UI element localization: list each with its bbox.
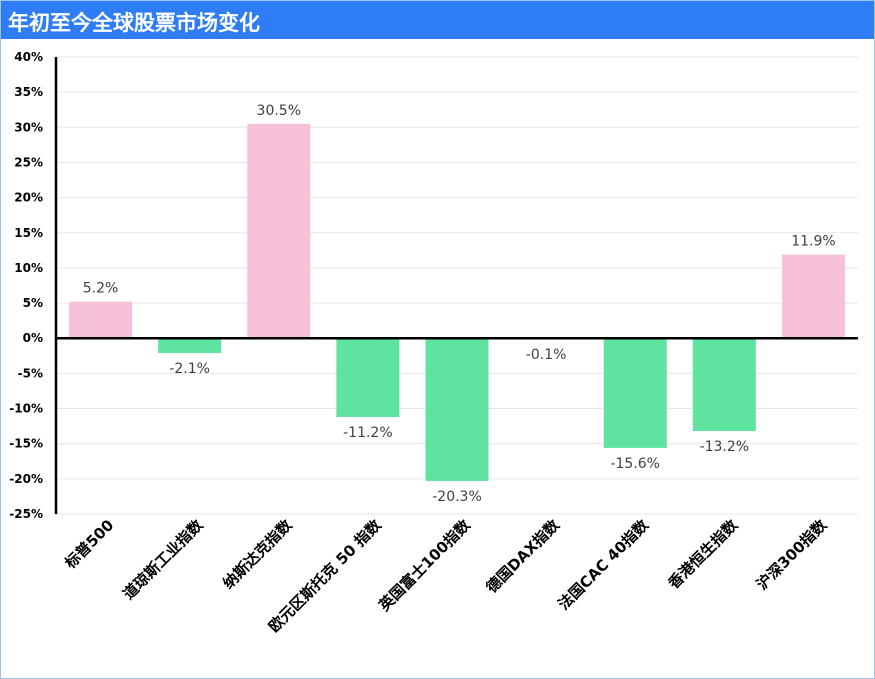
data-label: -15.6% bbox=[610, 456, 660, 472]
x-tick-label: 纳斯达克指数 bbox=[219, 515, 296, 592]
bar bbox=[603, 338, 667, 448]
y-tick-label: -25% bbox=[9, 507, 43, 521]
bars bbox=[69, 123, 845, 481]
bar bbox=[781, 254, 845, 339]
data-label: -11.2% bbox=[343, 425, 393, 441]
bar bbox=[158, 338, 222, 353]
x-tick-label: 香港恒生指数 bbox=[665, 515, 742, 592]
bar bbox=[69, 301, 133, 339]
x-tick-label: 法国CAC 40指数 bbox=[555, 515, 653, 613]
x-tick-label: 沪深300指数 bbox=[753, 515, 831, 593]
x-tick-label: 英国富士100指数 bbox=[375, 515, 474, 614]
y-tick-label: -20% bbox=[9, 472, 43, 486]
data-label: -2.1% bbox=[169, 361, 210, 377]
data-label: 30.5% bbox=[257, 103, 301, 119]
y-tick-labels: 40% 35% 30% 25% 20% 15% 10% 5% 0% -5% -10% -15% -20%… bbox=[9, 50, 43, 521]
axes bbox=[54, 57, 858, 514]
y-tick-label: 15% bbox=[14, 226, 43, 240]
data-label: 11.9% bbox=[791, 234, 835, 250]
x-tick-label: 道琼斯工业指数 bbox=[120, 515, 208, 603]
y-tick-label: 35% bbox=[14, 85, 43, 99]
bar bbox=[425, 338, 489, 481]
y-tick-label: 40% bbox=[14, 50, 43, 64]
y-tick-label: -5% bbox=[18, 366, 43, 380]
data-label: 5.2% bbox=[83, 281, 119, 297]
x-tick-label: 标普500 bbox=[61, 516, 118, 573]
y-tick-label: -15% bbox=[9, 437, 43, 451]
y-tick-label: 20% bbox=[14, 191, 43, 205]
y-tick-label: 0% bbox=[23, 331, 43, 345]
y-tick-label: -10% bbox=[9, 402, 43, 416]
x-tick-labels: 标普500 道琼斯工业指数 纳斯达克指数欧元区斯托克 50 指数英国富士100指数德… bbox=[61, 515, 831, 635]
chart-title: 年初至今全球股票市场变化 bbox=[8, 11, 260, 35]
data-labels: 5.2% -2.1% 30.5% -11.2% -20.3% -0.1% -15.6% -13… bbox=[83, 103, 836, 505]
gridlines bbox=[56, 56, 858, 515]
title-bar: 年初至今全球股票市场变化 bbox=[1, 1, 874, 39]
data-label: -0.1% bbox=[526, 347, 567, 363]
data-label: -20.3% bbox=[432, 489, 482, 505]
bar bbox=[692, 338, 756, 432]
x-tick-label: 德国DAX指数 bbox=[483, 515, 564, 596]
y-tick-label: 25% bbox=[14, 155, 43, 169]
y-tick-label: 30% bbox=[14, 120, 43, 134]
data-label: -13.2% bbox=[700, 439, 750, 455]
bar bbox=[247, 123, 311, 339]
y-tick-label: 10% bbox=[14, 261, 43, 275]
y-tick-label: 5% bbox=[23, 296, 43, 310]
bar bbox=[336, 338, 400, 417]
